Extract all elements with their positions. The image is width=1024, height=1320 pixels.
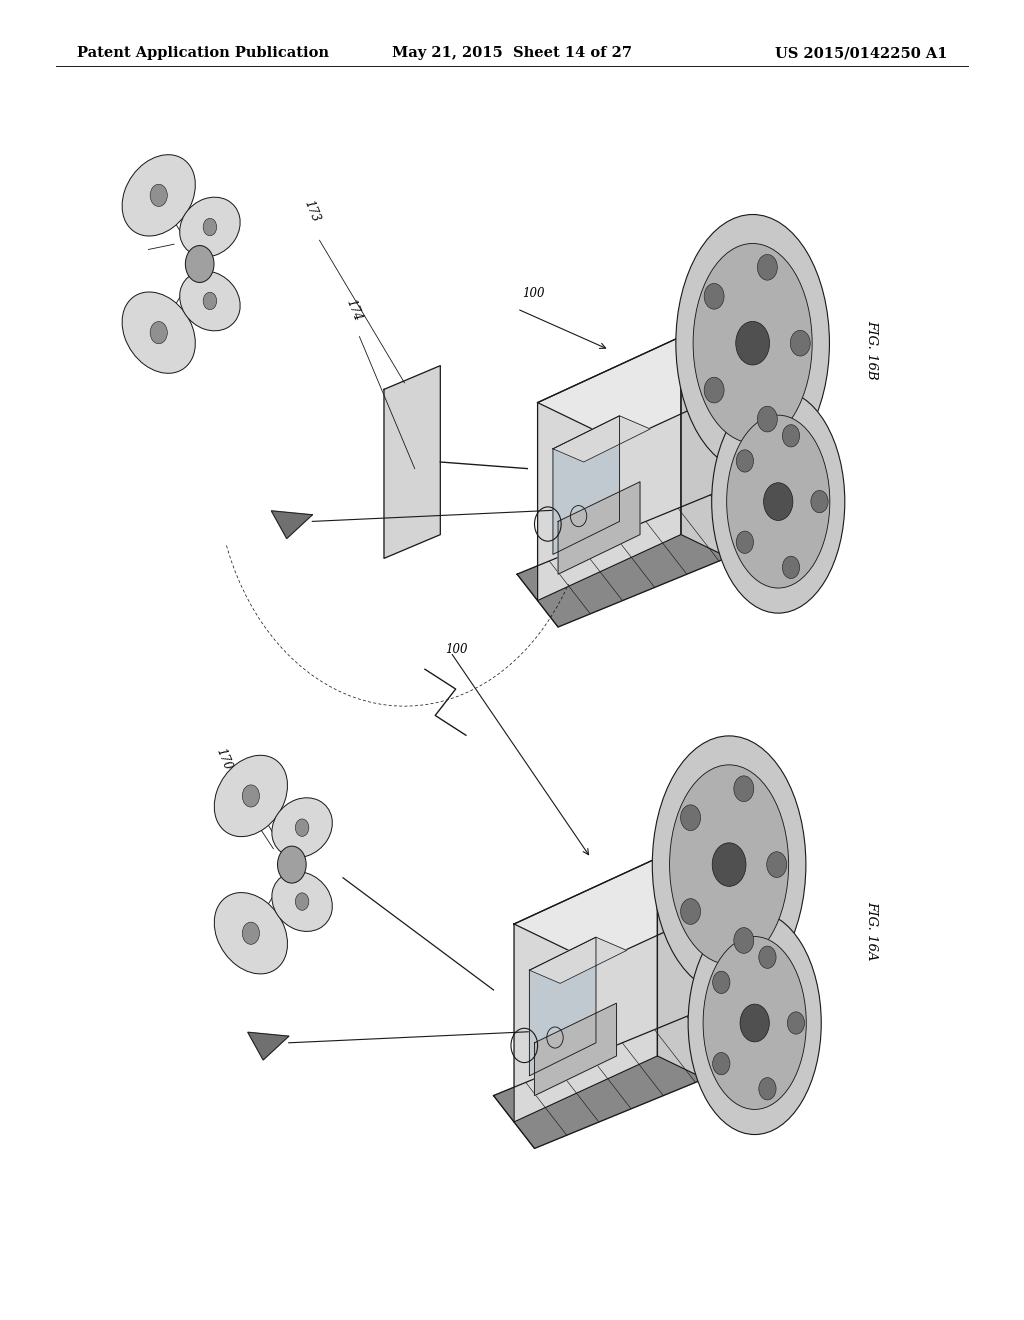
Circle shape [243, 785, 259, 807]
Ellipse shape [688, 911, 821, 1135]
Ellipse shape [122, 154, 196, 236]
Polygon shape [494, 1003, 760, 1148]
Text: 100: 100 [522, 286, 545, 300]
Circle shape [735, 322, 770, 364]
Ellipse shape [693, 243, 812, 444]
Circle shape [740, 1005, 769, 1041]
Polygon shape [681, 337, 763, 574]
Ellipse shape [712, 391, 845, 612]
Ellipse shape [214, 892, 288, 974]
Ellipse shape [676, 214, 829, 473]
Text: 170: 170 [213, 747, 233, 772]
Ellipse shape [214, 755, 288, 837]
Circle shape [759, 946, 776, 969]
Circle shape [787, 1012, 805, 1034]
Circle shape [782, 425, 800, 447]
Text: Patent Application Publication: Patent Application Publication [77, 46, 329, 61]
Circle shape [295, 892, 309, 911]
Ellipse shape [122, 292, 196, 374]
Circle shape [681, 805, 700, 830]
Ellipse shape [179, 271, 241, 331]
Circle shape [736, 450, 754, 473]
Circle shape [243, 923, 259, 944]
Ellipse shape [652, 737, 806, 994]
Polygon shape [517, 482, 783, 627]
Text: 170: 170 [126, 205, 146, 230]
Ellipse shape [179, 197, 241, 257]
Circle shape [713, 972, 730, 994]
Ellipse shape [670, 764, 788, 965]
Circle shape [758, 255, 777, 280]
Circle shape [791, 330, 810, 356]
Polygon shape [514, 858, 657, 1122]
Circle shape [734, 928, 754, 953]
Text: FIG. 16B: FIG. 16B [865, 319, 879, 380]
Circle shape [203, 218, 217, 236]
Circle shape [758, 407, 777, 432]
Polygon shape [535, 1003, 616, 1096]
Circle shape [705, 284, 724, 309]
Polygon shape [538, 337, 763, 442]
Circle shape [713, 1052, 730, 1074]
Polygon shape [384, 366, 440, 558]
Circle shape [151, 322, 167, 343]
Circle shape [151, 185, 167, 206]
Polygon shape [529, 937, 596, 1076]
Ellipse shape [271, 871, 333, 932]
Text: 173: 173 [301, 199, 322, 224]
Circle shape [782, 556, 800, 578]
Circle shape [203, 292, 217, 310]
Ellipse shape [727, 416, 829, 587]
Ellipse shape [271, 797, 333, 858]
Circle shape [734, 776, 754, 801]
Polygon shape [271, 511, 312, 539]
Text: 100: 100 [445, 643, 468, 656]
Circle shape [764, 483, 793, 520]
Text: US 2015/0142250 A1: US 2015/0142250 A1 [775, 46, 947, 61]
Text: May 21, 2015  Sheet 14 of 27: May 21, 2015 Sheet 14 of 27 [392, 46, 632, 61]
Circle shape [736, 531, 754, 553]
Circle shape [278, 846, 306, 883]
Circle shape [767, 851, 786, 878]
Circle shape [811, 491, 828, 512]
Polygon shape [553, 416, 650, 462]
Circle shape [759, 1077, 776, 1100]
Circle shape [681, 899, 700, 924]
Circle shape [185, 246, 214, 282]
Ellipse shape [703, 937, 806, 1109]
Polygon shape [657, 858, 739, 1096]
Polygon shape [529, 937, 627, 983]
Polygon shape [248, 1032, 289, 1060]
Polygon shape [553, 416, 620, 554]
Circle shape [705, 378, 724, 403]
Text: FIG. 16A: FIG. 16A [865, 900, 879, 961]
Circle shape [295, 818, 309, 837]
Polygon shape [514, 858, 739, 964]
Text: 174: 174 [343, 298, 364, 323]
Circle shape [713, 843, 745, 887]
Polygon shape [558, 482, 640, 574]
Polygon shape [538, 337, 681, 601]
